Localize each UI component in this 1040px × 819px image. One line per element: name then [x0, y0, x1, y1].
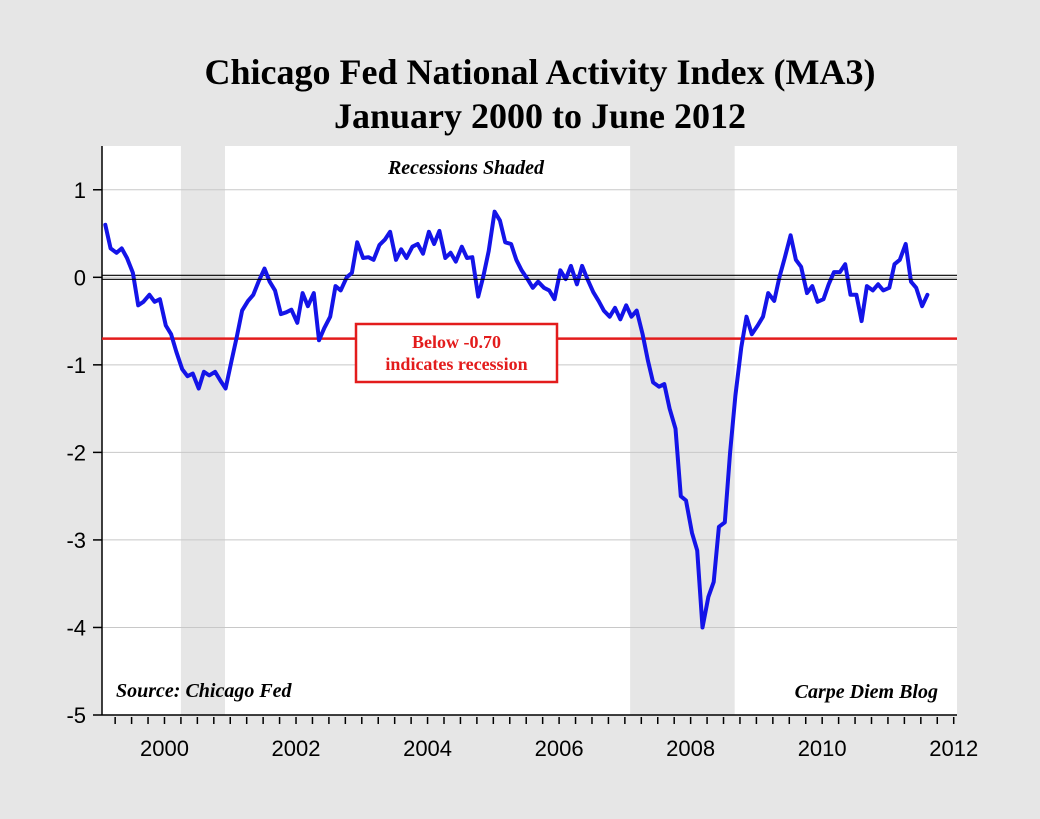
- y-tick-label: 1: [74, 178, 86, 203]
- y-tick-label: 0: [74, 265, 86, 290]
- brand-label: Carpe Diem Blog: [795, 681, 938, 703]
- source-label: Source: Chicago Fed: [116, 680, 293, 702]
- x-tick-label: 2010: [798, 736, 847, 761]
- y-tick-label: -4: [66, 615, 86, 640]
- gridlines: [102, 189, 957, 628]
- x-tick-label: 2008: [666, 736, 715, 761]
- recession-band-1: [630, 146, 735, 715]
- y-tick-label: -2: [66, 440, 86, 465]
- x-tick-label: 2004: [403, 736, 452, 761]
- chart-title-line2: January 2000 to June 2012: [333, 96, 747, 136]
- y-tick-label: -1: [66, 353, 86, 378]
- y-axis: 1 0 -1 -2 -3 -4 -5: [66, 146, 103, 728]
- y-tick-label: -5: [66, 703, 86, 728]
- threshold-label-line1: Below -0.70: [412, 332, 501, 352]
- threshold-label-box: Below -0.70 indicates recession: [354, 322, 559, 384]
- x-tick-label: 2006: [535, 736, 584, 761]
- x-tick-label: 2002: [272, 736, 321, 761]
- y-tick-label: -3: [66, 528, 86, 553]
- threshold-label-line2: indicates recession: [385, 354, 527, 374]
- recessions-shaded-label: Recessions Shaded: [387, 157, 545, 179]
- x-tick-label: 2000: [140, 736, 189, 761]
- recession-bands: [180, 146, 735, 715]
- chart-title: Chicago Fed National Activity Index (MA3…: [0, 50, 1040, 138]
- x-tick-label: 2012: [929, 736, 978, 761]
- series-line-cfnai: [103, 209, 930, 630]
- x-axis: 2000 2002 2004 2006 2008 2010 2012: [102, 714, 978, 761]
- recession-band-0: [180, 146, 225, 715]
- plot-area: [102, 146, 957, 715]
- chart-title-line1: Chicago Fed National Activity Index (MA3…: [204, 52, 876, 92]
